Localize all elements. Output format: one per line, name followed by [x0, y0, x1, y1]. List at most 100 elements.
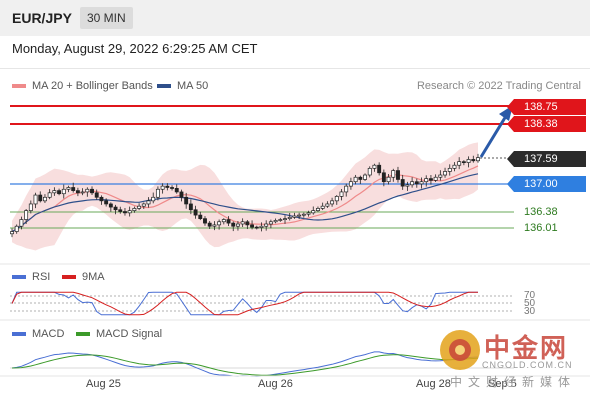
candle-body: [127, 210, 132, 214]
candle-body: [424, 178, 429, 183]
candle-body: [240, 221, 245, 225]
watermark-name: 中金网: [484, 333, 569, 363]
timeframe-button[interactable]: 30 MIN: [80, 7, 133, 29]
datetime-label: Monday, August 29, 2022 6:29:25 AM CET: [12, 41, 258, 56]
candle-body: [339, 191, 344, 197]
legend-rsi-9ma-label: 9MA: [82, 271, 105, 283]
legend-ma50-label: MA 50: [177, 80, 209, 92]
legend-rsi-label: RSI: [32, 271, 51, 283]
candle-body: [113, 206, 118, 211]
candle-body: [80, 191, 85, 194]
candle-body: [311, 210, 316, 214]
candle-body: [348, 181, 353, 187]
candle-body: [452, 164, 457, 169]
ma20-swatch-icon: [12, 84, 26, 89]
candle-body: [254, 226, 259, 229]
rsi-9ma-swatch-icon: [62, 275, 76, 280]
candle-body: [165, 185, 170, 188]
candle-body: [297, 214, 302, 217]
macd-signal-swatch-icon: [76, 332, 90, 337]
x-axis-label-aug28: Aug 28: [416, 378, 451, 390]
legend-macd: MACD: [12, 328, 64, 340]
candle-body: [264, 223, 269, 227]
candle-body: [292, 215, 297, 218]
bollinger-band-area: [12, 142, 478, 251]
symbol-label: EUR/JPY: [12, 10, 72, 26]
candle-body: [137, 205, 142, 209]
candle-body: [414, 181, 419, 185]
candle-body: [235, 223, 240, 227]
candle-body: [330, 200, 335, 205]
x-axis-label-sep5: Sep 5: [488, 378, 517, 390]
candle-body: [377, 164, 382, 174]
candle-body: [33, 194, 38, 205]
candle-body: [146, 200, 151, 205]
watermark-url: CNGOLD.COM.CN: [482, 360, 573, 370]
candle-body: [443, 171, 448, 176]
candle-body: [151, 196, 156, 202]
x-axis-label-aug25: Aug 25: [86, 378, 121, 390]
candle-body: [386, 176, 391, 183]
candle-body: [198, 214, 203, 219]
candle-body: [207, 222, 212, 227]
candle-body: [410, 181, 415, 186]
candle-body: [28, 203, 33, 211]
candle-body: [212, 224, 217, 227]
rsi-9ma-line: [11, 291, 478, 316]
candle-body: [160, 185, 165, 190]
candle-body: [155, 188, 160, 198]
pivot-price-label: 137.00: [507, 176, 586, 192]
candle-body: [61, 188, 66, 195]
watermark: 中金网 CNGOLD.COM.CN 中文财经新媒体: [432, 326, 590, 396]
candle-body: [174, 188, 179, 193]
candle-body: [372, 164, 377, 169]
candle-body: [419, 181, 424, 185]
candle-body: [334, 196, 339, 202]
candlestick-series: [10, 153, 480, 238]
candle-body: [47, 192, 52, 198]
candle-body: [471, 159, 476, 162]
candle-body: [226, 219, 231, 224]
candle-body: [94, 192, 99, 198]
legend-macd-signal: MACD Signal: [76, 328, 162, 340]
candle-body: [259, 225, 264, 228]
rsi-swatch-icon: [12, 275, 26, 280]
gold-coin-logo-icon: [440, 330, 480, 370]
candle-body: [85, 188, 90, 193]
candle-body: [461, 161, 466, 164]
candle-body: [184, 196, 189, 205]
candle-body: [278, 219, 283, 221]
candle-body: [428, 178, 433, 181]
candle-body: [306, 212, 311, 215]
candle-body: [438, 174, 443, 178]
candle-body: [358, 176, 363, 180]
candle-body: [245, 221, 250, 226]
candle-body: [217, 221, 222, 226]
candle-body: [19, 219, 24, 227]
candle-body: [457, 161, 462, 166]
candle-body: [405, 184, 410, 187]
x-axis-label-aug26: Aug 26: [258, 378, 293, 390]
candle-body: [108, 203, 113, 208]
candle-body: [273, 220, 278, 223]
candle-body: [71, 187, 76, 191]
candle-body: [396, 170, 400, 180]
candle-body: [188, 203, 193, 211]
legend-rsi: RSI: [12, 271, 50, 283]
ma50-swatch-icon: [157, 84, 171, 89]
credit-label: Research © 2022 Trading Central: [416, 80, 581, 92]
rsi-level-30: 30: [524, 306, 536, 317]
candle-body: [268, 221, 273, 225]
candle-body: [10, 231, 14, 235]
legend-ma50: MA 50: [157, 80, 208, 92]
candle-body: [344, 185, 349, 193]
candle-body: [66, 187, 71, 190]
candle-body: [75, 190, 80, 194]
legend-macd-label: MACD: [32, 328, 65, 340]
candle-body: [118, 209, 123, 212]
resistance-1-price-label: 138.38: [507, 116, 586, 132]
projection-arrow: [479, 115, 508, 158]
candle-body: [287, 216, 292, 219]
divider: [0, 68, 590, 69]
